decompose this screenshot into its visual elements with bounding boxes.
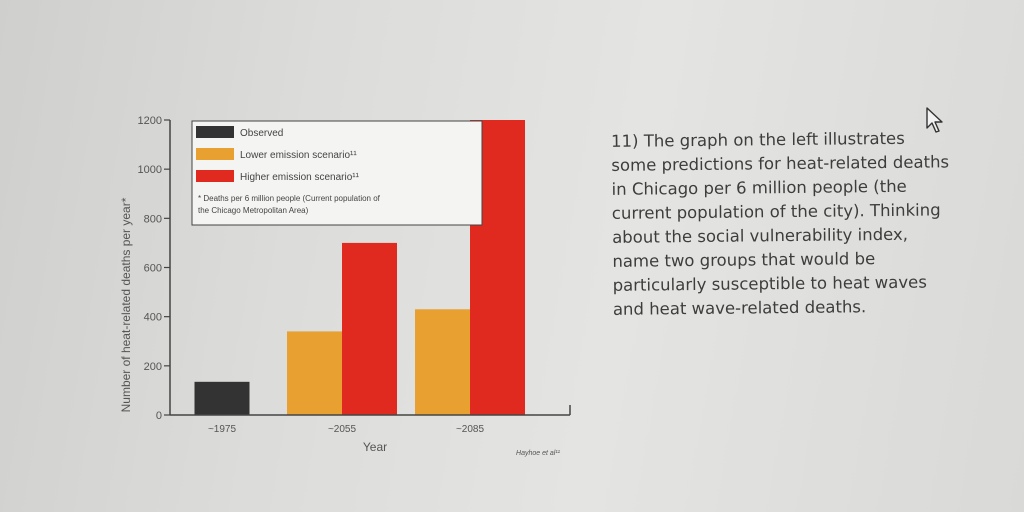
x-tick-label: ~1975 [208, 424, 237, 435]
legend: Observed Lower emission scenario¹¹ Highe… [191, 120, 483, 226]
x-tick-label: ~2055 [328, 424, 357, 435]
x-tick-label: ~2085 [456, 424, 485, 435]
source-credit: Hayhoe et al¹¹ [516, 450, 561, 457]
legend-footnote-line2: the Chicago Metropolitan Area) [198, 206, 309, 215]
legend-label-higher: Higher emission scenario¹¹ [240, 172, 360, 183]
legend-label-observed: Observed [240, 128, 283, 139]
y-tick-label: 400 [144, 312, 162, 324]
y-tick-label: 0 [156, 410, 162, 422]
bar-observed-0 [194, 381, 250, 415]
bar-higher-emission-scenario-1 [342, 242, 397, 415]
y-tick-label: 1200 [138, 115, 162, 127]
legend-swatch-lower [196, 148, 234, 160]
legend-footnote-line1: * Deaths per 6 million people (Current p… [198, 194, 381, 203]
bar-lower-emission-scenario-1 [287, 331, 342, 415]
legend-label-lower: Lower emission scenario¹¹ [240, 150, 357, 161]
y-tick-label: 600 [144, 263, 162, 275]
y-tick-label: 200 [144, 361, 162, 373]
y-tick-label: 800 [144, 213, 162, 225]
y-axis-label: Number of heat-related deaths per year* [119, 197, 133, 412]
mouse-pointer-icon [926, 107, 943, 133]
x-axis-label: Year [363, 440, 387, 454]
bar-lower-emission-scenario-2 [415, 309, 470, 415]
legend-box [191, 120, 483, 226]
legend-swatch-observed [196, 126, 234, 138]
y-tick-label: 1000 [138, 164, 162, 176]
question-text: 11) The graph on the left illustrates so… [611, 128, 950, 319]
heat-deaths-chart: Number of heat-related deaths per year* … [119, 115, 571, 457]
legend-swatch-higher [196, 170, 234, 182]
